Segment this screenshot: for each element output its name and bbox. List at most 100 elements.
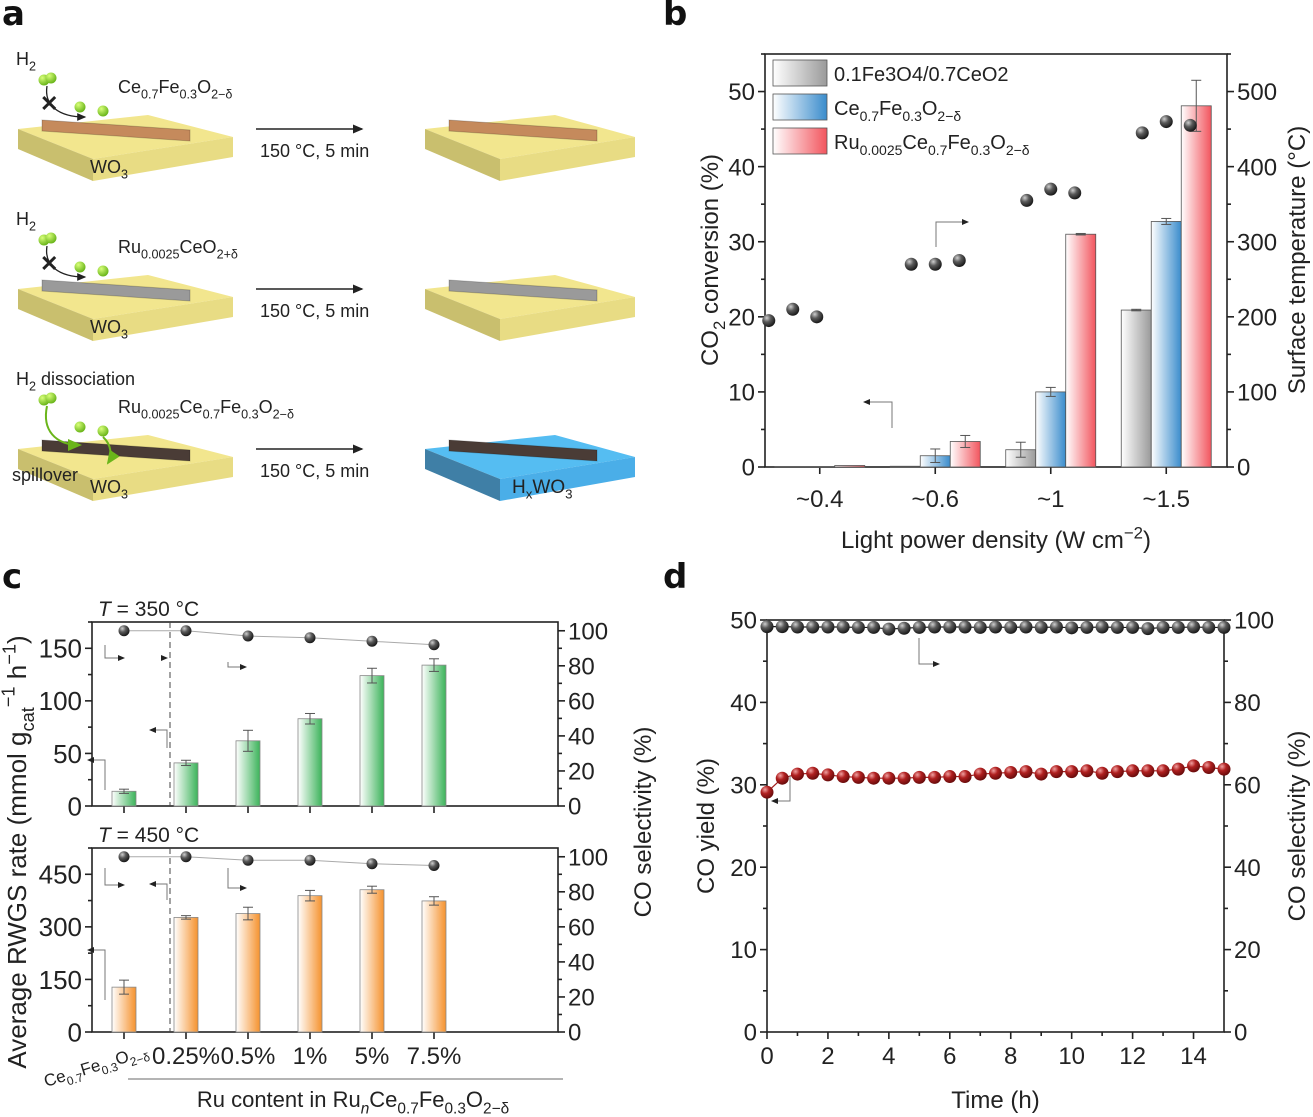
x-tick-label: 7.5% bbox=[407, 1043, 462, 1070]
yield-point bbox=[1004, 765, 1018, 779]
temperature-point bbox=[1044, 182, 1058, 196]
yield-point bbox=[1065, 765, 1079, 779]
product-block-front bbox=[500, 297, 635, 341]
y-tick-label: 150 bbox=[39, 634, 82, 664]
y-tick-label: 0 bbox=[68, 1017, 82, 1047]
x-tick-label: 10 bbox=[1058, 1043, 1085, 1070]
spillover-arrow-icon bbox=[102, 436, 120, 465]
y-tick-label: 300 bbox=[1237, 229, 1277, 256]
selectivity-point bbox=[180, 625, 192, 637]
selectivity-point bbox=[1019, 620, 1033, 634]
bar bbox=[804, 466, 836, 468]
yield-point bbox=[775, 771, 789, 785]
temperature-point bbox=[1068, 186, 1082, 200]
yield-point bbox=[851, 770, 865, 784]
x-axis-label: Light power density (W cm−2) bbox=[841, 523, 1151, 554]
selectivity-point bbox=[1202, 620, 1216, 634]
y-tick-label: 50 bbox=[728, 79, 755, 106]
bar bbox=[774, 466, 806, 468]
bar bbox=[297, 895, 323, 1033]
selectivity-point bbox=[1034, 620, 1048, 634]
x-tick-label: 12 bbox=[1119, 1043, 1146, 1070]
temperature-annotation: T = 450 °C bbox=[98, 824, 199, 847]
selectivity-point bbox=[1110, 620, 1124, 634]
yield-point bbox=[1110, 765, 1124, 779]
product-block-side bbox=[425, 289, 500, 341]
x-tick-label: 4 bbox=[882, 1043, 895, 1070]
y-tick-label: 100 bbox=[1234, 608, 1274, 635]
yield-point bbox=[1187, 759, 1201, 773]
x-tick-label: 0.25% bbox=[152, 1043, 220, 1070]
selectivity-point bbox=[1065, 621, 1079, 635]
gas-label: H2 bbox=[16, 209, 36, 233]
selectivity-point bbox=[882, 622, 896, 636]
support-label: WO3 bbox=[90, 157, 128, 181]
y-tick-label: 100 bbox=[568, 618, 608, 645]
yield-point bbox=[836, 770, 850, 784]
right-axis-pointer-arrow-icon bbox=[935, 219, 969, 247]
y-axis-label: CO yield (%) bbox=[693, 758, 720, 894]
y-axis-label: CO2 conversion (%) bbox=[697, 154, 729, 366]
selectivity-point bbox=[118, 851, 130, 863]
y-tick-label: 100 bbox=[39, 686, 82, 716]
selectivity-point bbox=[836, 620, 850, 634]
axis-pointer-arrow-icon bbox=[104, 868, 125, 888]
legend-label: Ru0.0025Ce0.7Fe0.3O2−δ bbox=[834, 132, 1030, 158]
y-tick-label: 200 bbox=[1237, 304, 1277, 331]
schematic-row: H2 WO3 Ru0.0025CeO2+δ ✕ 150 °C, 5 min bbox=[16, 209, 635, 341]
selectivity-point bbox=[1156, 620, 1170, 634]
selectivity-point bbox=[851, 620, 865, 634]
support-label: WO3 bbox=[90, 477, 128, 501]
left-axis-pointer-arrow-icon bbox=[863, 399, 893, 428]
bar bbox=[949, 441, 981, 468]
bar bbox=[1120, 309, 1152, 468]
plot-frame bbox=[764, 53, 1228, 468]
bar bbox=[1065, 233, 1097, 468]
catalyst-label: Ce0.7Fe0.3O2−δ bbox=[118, 77, 232, 101]
yield-point bbox=[1202, 760, 1216, 774]
product-block-side bbox=[425, 129, 500, 181]
yield-point bbox=[790, 767, 804, 781]
blocked-x-icon: ✕ bbox=[40, 251, 58, 276]
selectivity-point bbox=[867, 620, 881, 634]
panel-a-schematic: H2 WO3 Ce0.7Fe0.3O2−δ ✕ 150 °C, 5 min H2 WO3 Ru… bbox=[12, 49, 635, 502]
subplot-450C: T = 450 °C 0 150 300 450 0 20 40 60 80 100 Ce0.7Fe0… bbox=[39, 824, 608, 1091]
path-arrow-icon bbox=[45, 85, 87, 121]
h-atom-icon bbox=[74, 261, 86, 273]
selectivity-point bbox=[1004, 620, 1018, 634]
wo3-block-side bbox=[18, 129, 93, 181]
selectivity-point bbox=[366, 858, 378, 870]
panel-label-d: d bbox=[663, 557, 688, 597]
y-tick-label: 20 bbox=[568, 985, 595, 1012]
bar bbox=[173, 762, 199, 807]
catalyst-rod bbox=[448, 439, 598, 462]
y-tick-label: 60 bbox=[1234, 772, 1261, 799]
wo3-block-side bbox=[18, 289, 93, 341]
yield-point bbox=[897, 771, 911, 785]
selectivity-point bbox=[775, 620, 789, 634]
y-tick-label: 0 bbox=[568, 1020, 581, 1047]
panel-d-chart: 0 10 20 30 40 50 0 20 40 60 80 100 0 2 4 6 8 10 12 14 Time (… bbox=[693, 608, 1311, 1114]
selectivity-point bbox=[790, 620, 804, 634]
yield-point bbox=[1034, 767, 1048, 781]
h2-molecule-icon bbox=[45, 72, 57, 84]
y-tick-label: 40 bbox=[730, 690, 757, 717]
selectivity-point bbox=[428, 639, 440, 651]
temperature-annotation: T = 350 °C bbox=[98, 598, 199, 621]
catalyst-rod bbox=[41, 279, 191, 302]
temperature-point bbox=[1135, 126, 1149, 140]
yield-point bbox=[958, 770, 972, 784]
legend-swatch bbox=[772, 59, 828, 87]
x-tick-label: 0 bbox=[760, 1043, 773, 1070]
y-tick-label: 10 bbox=[730, 937, 757, 964]
y-axis-label: Average RWGS rate (mmol gcat−1 h−1) bbox=[0, 635, 38, 1068]
selectivity-line bbox=[124, 856, 435, 867]
bar bbox=[235, 913, 261, 1033]
yield-point bbox=[1156, 764, 1170, 778]
selectivity-point bbox=[760, 620, 774, 634]
yield-point bbox=[1080, 764, 1094, 778]
yield-point bbox=[1126, 764, 1140, 778]
x-tick-label: 5% bbox=[355, 1043, 390, 1070]
